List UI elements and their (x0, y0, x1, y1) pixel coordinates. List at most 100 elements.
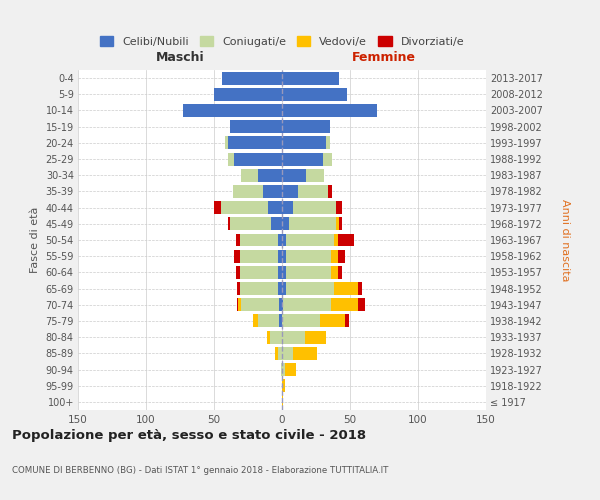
Bar (293, 201, 337, 214)
Bar (328, 185, 332, 198)
Bar (278, 347, 282, 360)
Y-axis label: Anni di nascita: Anni di nascita (560, 198, 570, 281)
Bar (282, 104, 377, 117)
Bar (222, 72, 282, 85)
Bar (240, 282, 278, 295)
Bar (331, 298, 358, 311)
Bar (230, 120, 282, 133)
Bar (271, 218, 282, 230)
Bar (253, 314, 257, 328)
Bar (281, 363, 282, 376)
Bar (238, 298, 241, 311)
Bar (282, 314, 320, 328)
Bar (279, 314, 282, 328)
Bar (307, 169, 324, 181)
Legend: Celibi/Nubili, Coniugati/e, Vedovi/e, Divorziati/e: Celibi/Nubili, Coniugati/e, Vedovi/e, Di… (95, 32, 469, 51)
Bar (236, 234, 240, 246)
Bar (334, 282, 358, 295)
Bar (320, 314, 344, 328)
Bar (286, 250, 331, 262)
Bar (183, 104, 282, 117)
Bar (282, 185, 298, 198)
Bar (278, 250, 282, 262)
Bar (298, 185, 328, 198)
Text: Maschi: Maschi (155, 50, 205, 64)
Bar (326, 136, 329, 149)
Bar (305, 330, 326, 344)
Bar (240, 266, 278, 279)
Bar (282, 218, 289, 230)
Bar (214, 88, 282, 101)
Bar (338, 234, 354, 246)
Bar (241, 298, 279, 311)
Bar (240, 234, 278, 246)
Bar (233, 185, 263, 198)
Bar (278, 234, 282, 246)
Bar (358, 298, 365, 311)
Bar (241, 169, 257, 181)
Bar (289, 218, 337, 230)
Bar (282, 72, 339, 85)
Bar (221, 201, 268, 214)
Bar (257, 314, 279, 328)
Bar (282, 120, 329, 133)
Bar (285, 363, 296, 376)
Bar (282, 282, 286, 295)
Bar (225, 136, 227, 149)
Bar (282, 266, 286, 279)
Bar (339, 218, 342, 230)
Bar (323, 152, 332, 166)
Bar (282, 152, 323, 166)
Bar (257, 169, 282, 181)
Bar (282, 363, 285, 376)
Bar (240, 250, 278, 262)
Bar (337, 201, 342, 214)
Text: COMUNE DI BERBENNO (BG) - Dati ISTAT 1° gennaio 2018 - Elaborazione TUTTITALIA.I: COMUNE DI BERBENNO (BG) - Dati ISTAT 1° … (12, 466, 388, 475)
Bar (263, 185, 282, 198)
Bar (278, 266, 282, 279)
Bar (267, 330, 270, 344)
Bar (344, 314, 349, 328)
Bar (282, 136, 326, 149)
Bar (275, 347, 278, 360)
Text: Femmine: Femmine (352, 50, 416, 64)
Bar (331, 266, 338, 279)
Bar (227, 218, 230, 230)
Bar (334, 234, 338, 246)
Bar (338, 266, 342, 279)
Bar (331, 250, 338, 262)
Bar (286, 282, 334, 295)
Bar (282, 201, 293, 214)
Bar (282, 234, 286, 246)
Bar (235, 250, 240, 262)
Y-axis label: Fasce di età: Fasce di età (30, 207, 40, 273)
Bar (230, 218, 271, 230)
Bar (270, 330, 282, 344)
Bar (282, 396, 283, 408)
Bar (282, 169, 307, 181)
Bar (282, 298, 283, 311)
Bar (282, 88, 347, 101)
Bar (337, 218, 339, 230)
Bar (338, 250, 344, 262)
Bar (282, 379, 285, 392)
Bar (278, 282, 282, 295)
Bar (227, 136, 282, 149)
Bar (282, 250, 286, 262)
Text: Popolazione per età, sesso e stato civile - 2018: Popolazione per età, sesso e stato civil… (12, 430, 366, 442)
Bar (235, 152, 282, 166)
Bar (237, 282, 240, 295)
Bar (236, 266, 240, 279)
Bar (227, 152, 235, 166)
Bar (286, 234, 334, 246)
Bar (286, 266, 331, 279)
Bar (268, 201, 282, 214)
Bar (358, 282, 362, 295)
Bar (279, 298, 282, 311)
Bar (237, 298, 238, 311)
Bar (283, 298, 331, 311)
Bar (293, 347, 317, 360)
Bar (282, 347, 293, 360)
Bar (214, 201, 221, 214)
Bar (282, 330, 305, 344)
